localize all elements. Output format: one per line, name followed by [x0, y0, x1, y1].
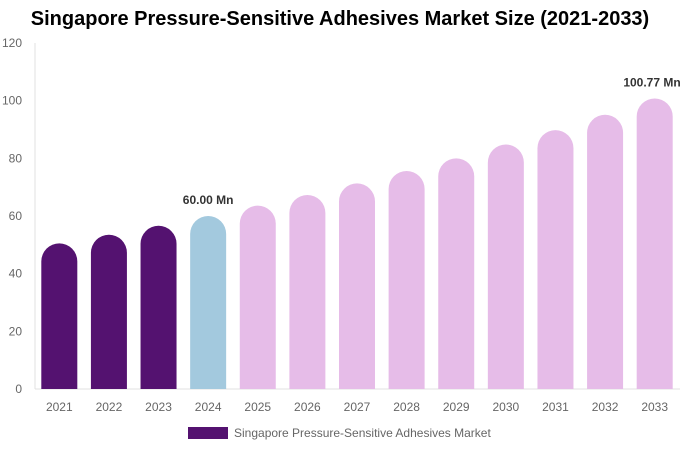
- x-tick-label: 2025: [244, 400, 271, 414]
- y-tick-label: 100: [2, 94, 22, 108]
- y-tick-label: 120: [2, 36, 22, 50]
- bar-2030: [487, 144, 524, 389]
- x-tick-label: 2032: [592, 400, 619, 414]
- y-tick-label: 0: [15, 382, 22, 396]
- bar-2029: [438, 158, 475, 389]
- y-tick-label: 80: [9, 151, 23, 165]
- x-tick-label: 2022: [96, 400, 123, 414]
- x-tick-label: 2029: [443, 400, 470, 414]
- bar-2033: [636, 98, 673, 389]
- y-tick-label: 40: [9, 267, 23, 281]
- bar-2031: [537, 130, 574, 389]
- x-tick-label: 2033: [641, 400, 668, 414]
- data-label-2024: 60.00 Mn: [183, 193, 234, 207]
- x-tick-label: 2026: [294, 400, 321, 414]
- legend[interactable]: Singapore Pressure-Sensitive Adhesives M…: [188, 426, 491, 440]
- data-label-2033: 100.77 Mn: [623, 75, 680, 89]
- x-tick-label: 2028: [393, 400, 420, 414]
- bar-2023: [140, 225, 177, 389]
- bar-2028: [388, 171, 425, 389]
- x-tick-label: 2024: [195, 400, 222, 414]
- bar-2025: [239, 205, 276, 389]
- x-tick-label: 2030: [492, 400, 519, 414]
- bar-2022: [90, 234, 127, 389]
- y-tick-label: 60: [9, 209, 23, 223]
- x-tick-label: 2031: [542, 400, 569, 414]
- chart-title: Singapore Pressure-Sensitive Adhesives M…: [30, 8, 650, 30]
- bar-2026: [289, 194, 326, 389]
- legend-swatch: [188, 427, 228, 439]
- x-tick-label: 2027: [344, 400, 371, 414]
- x-tick-label: 2021: [46, 400, 73, 414]
- y-tick-label: 20: [9, 324, 23, 338]
- bar-2024: [190, 216, 227, 389]
- bar-2027: [339, 183, 375, 389]
- bar-2021: [41, 243, 78, 389]
- legend-label: Singapore Pressure-Sensitive Adhesives M…: [234, 426, 491, 440]
- bar-2032: [587, 114, 624, 390]
- x-tick-label: 2023: [145, 400, 172, 414]
